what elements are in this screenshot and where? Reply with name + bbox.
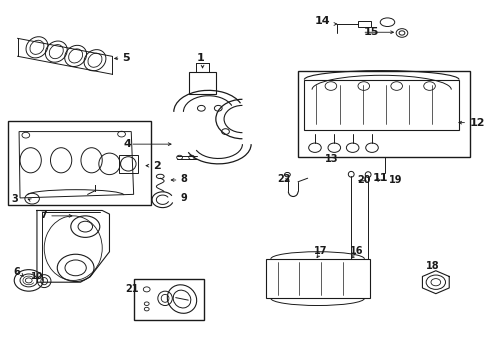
Text: 2: 2	[153, 161, 161, 171]
Bar	[304, 80, 458, 130]
Text: 8: 8	[180, 174, 187, 184]
Bar	[133, 279, 203, 320]
Text: 20: 20	[356, 175, 370, 185]
Text: 3: 3	[11, 194, 18, 204]
Text: 7: 7	[40, 210, 47, 220]
Text: 21: 21	[125, 284, 139, 294]
Bar	[119, 155, 137, 173]
Bar	[358, 21, 370, 27]
Text: 18: 18	[425, 261, 439, 271]
Text: 1: 1	[196, 53, 203, 63]
Text: 19: 19	[388, 175, 402, 185]
Text: 11: 11	[372, 173, 387, 183]
Text: 4: 4	[124, 139, 132, 149]
Bar	[297, 71, 468, 157]
Text: 5: 5	[122, 53, 130, 63]
Text: 15: 15	[363, 27, 378, 37]
Bar	[8, 121, 150, 205]
Text: 13: 13	[325, 154, 338, 164]
Bar	[189, 72, 215, 94]
Text: 22: 22	[277, 174, 291, 184]
Text: 6: 6	[14, 267, 20, 277]
Text: 9: 9	[180, 193, 187, 203]
Text: 14: 14	[314, 16, 330, 26]
Text: 17: 17	[313, 246, 327, 256]
Text: 12: 12	[468, 118, 484, 128]
Bar	[265, 259, 369, 298]
Text: 16: 16	[349, 246, 363, 256]
Text: 10: 10	[30, 271, 42, 280]
